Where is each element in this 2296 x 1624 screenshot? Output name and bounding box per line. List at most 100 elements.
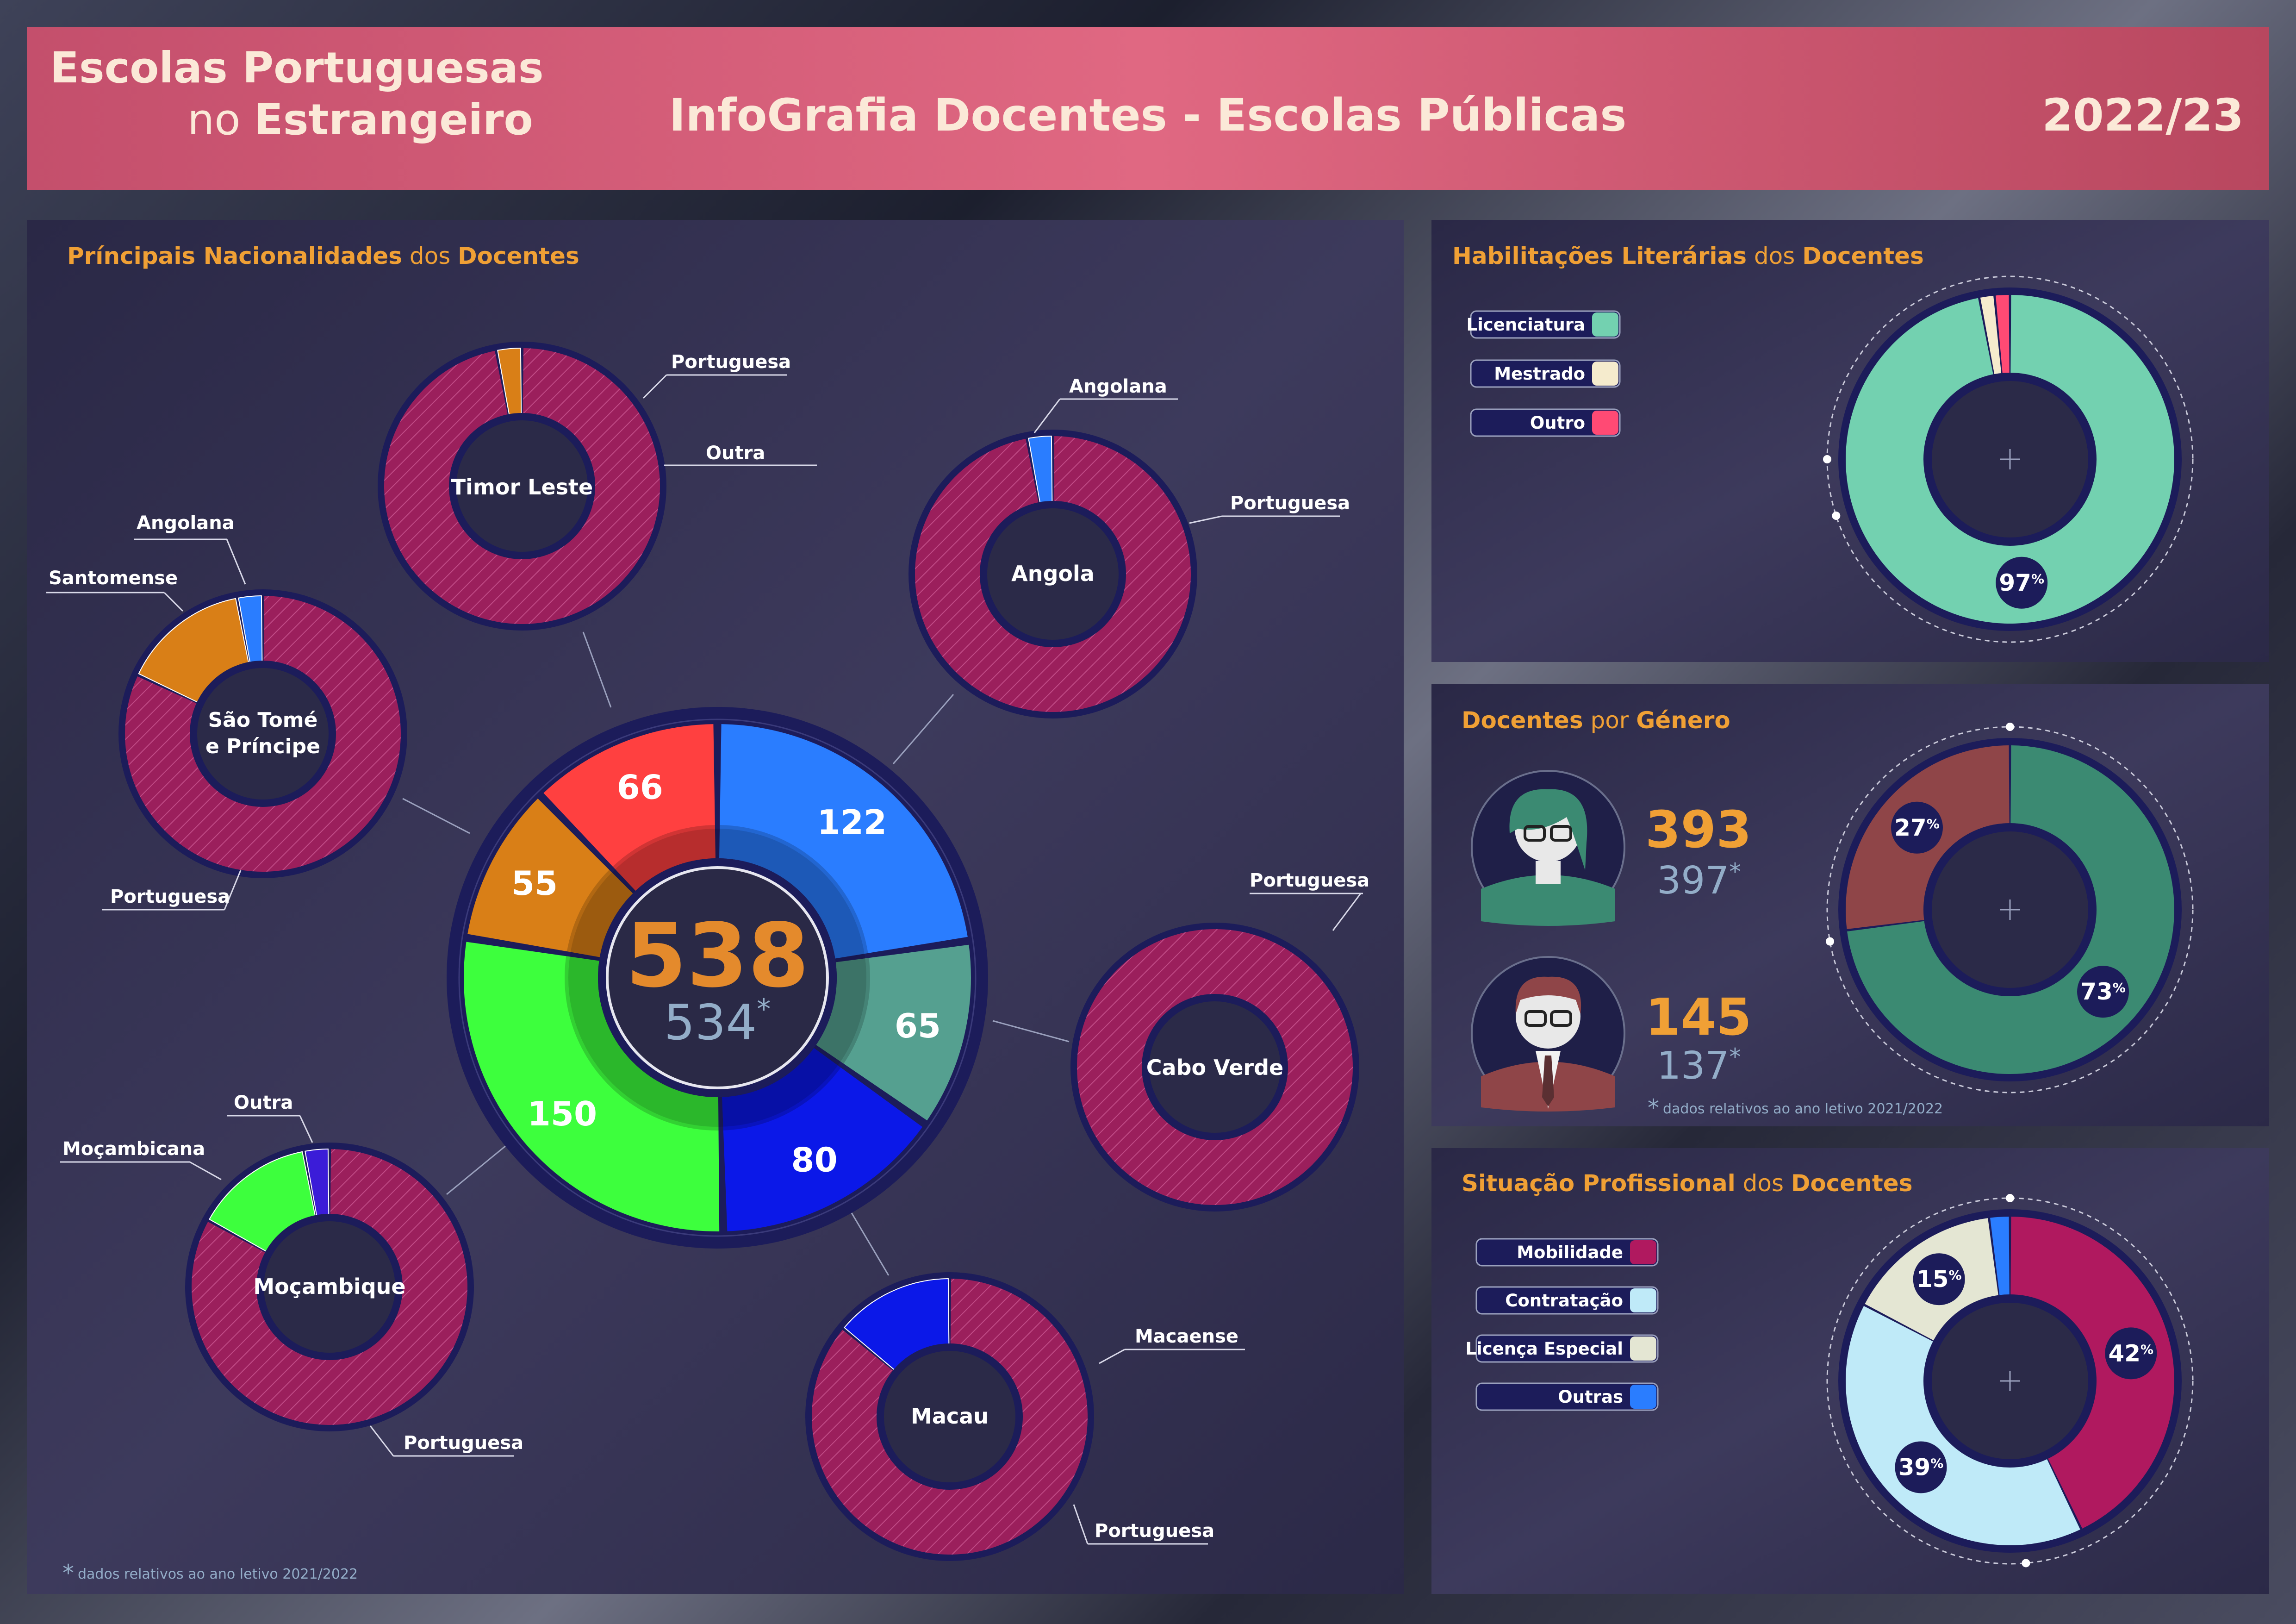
- callout-mocambique-outra: Outra: [227, 1092, 313, 1143]
- mocambique-donut: Moçambique: [185, 1143, 474, 1431]
- svg-text:Angolana: Angolana: [137, 512, 235, 534]
- gender-footnote: * dados relativos ao ano letivo 2021/2022: [1648, 1094, 1943, 1121]
- org-name-line2: no Estrangeiro: [187, 95, 533, 144]
- hub-label-angola: 122: [817, 803, 887, 842]
- male-avatar-face: [1516, 984, 1580, 1049]
- hub-slice-shade-cabo-verde: [816, 958, 870, 1064]
- qualifications-legend-swatch-outro: [1592, 411, 1618, 435]
- qualifications-legend-pill-licenciatura: [1470, 310, 1621, 339]
- professional-label-badge-mobilidade: [2105, 1327, 2157, 1380]
- cabo-verde-slice-portuguesa: [1077, 929, 1353, 1205]
- school-year: 2022/23: [2042, 89, 2244, 141]
- qualifications-legend-swatch-mestrado: [1592, 362, 1618, 386]
- qualifications-legend-label-mestrado: Mestrado: [1494, 364, 1585, 384]
- cabo-verde-title: Cabo Verde: [1146, 1055, 1283, 1080]
- hub-label-macau: 80: [791, 1141, 838, 1180]
- qualifications-legend-label-licenciatura: Licenciatura: [1467, 315, 1585, 335]
- qualifications-title: Habilitações Literárias dos Docentes: [1452, 243, 1924, 269]
- sao-tome-slice-portuguesa: [125, 596, 401, 872]
- qualifications-marker-dot-0: [1823, 455, 1831, 463]
- male-avatar: [1471, 956, 1625, 1112]
- gender-chart: 73% 27%: [1826, 723, 2194, 1093]
- callout-timor-portuguesa: Portuguesa: [642, 351, 791, 399]
- nationalities-footnote: * dados relativos ao ano letivo 2021/2022: [62, 1560, 358, 1587]
- connector-mocambique: [446, 1140, 512, 1195]
- hub-slice-shade-timor-leste: [612, 825, 716, 891]
- qualifications-label-licenciatura: 97%: [1999, 569, 2044, 596]
- professional-legend-swatch-mobilidade: [1630, 1240, 1656, 1264]
- hub-label-timor-leste: 66: [617, 768, 663, 807]
- connector-caboverde: [992, 1020, 1070, 1043]
- hub-slice-mocambique: [464, 942, 720, 1231]
- hub-label-mocambique: 150: [528, 1094, 597, 1133]
- qualifications-slice-mestrado: [1980, 295, 2002, 378]
- connector-lines: [402, 631, 1070, 1276]
- callout-angola-angolana: Angolana: [1033, 376, 1178, 433]
- qualifications-slice-outro: [1996, 295, 2010, 377]
- hub-slice-shade-macau: [722, 1048, 841, 1131]
- macau-title: Macau: [911, 1404, 989, 1429]
- professional-legend-swatch-licenca-especial: [1630, 1337, 1656, 1361]
- callout-mocambique-mocambicana: Moçambicana: [60, 1138, 222, 1181]
- qualifications-marker-dot-1: [1832, 512, 1841, 520]
- qualifications-legend-pill-mestrado: [1470, 359, 1621, 388]
- professional-legend-pill-mobilidade: [1475, 1238, 1659, 1267]
- svg-text:Portuguesa: Portuguesa: [404, 1432, 523, 1454]
- professional-legend-label-outras: Outras: [1558, 1387, 1623, 1407]
- hub-outer-ring-line: [458, 718, 977, 1237]
- professional-label-badge-licenca-especial: [1913, 1253, 1965, 1305]
- angola-donut: Angola: [908, 430, 1197, 718]
- svg-text:Santomense: Santomense: [49, 568, 178, 589]
- hub-slice-angola: [719, 724, 968, 959]
- callout-macau-macaense: Macaense: [1099, 1326, 1245, 1364]
- cabo-verde-donut-center: [1142, 994, 1288, 1140]
- callout-saotome-angolana: Angolana: [134, 512, 246, 585]
- timor-leste-donut: Timor Leste: [378, 342, 666, 631]
- hub-slice-sao-tome-e-principe: [467, 798, 633, 957]
- macau-donut-center: [877, 1343, 1023, 1490]
- org-name-line2-bold: Estrangeiro: [254, 95, 533, 144]
- gender-title: Docentes por Género: [1462, 707, 1730, 734]
- professional-legend-pill-licenca-especial: [1475, 1334, 1659, 1363]
- hub-center: [606, 866, 829, 1089]
- male-avatar-hair: [1515, 976, 1581, 1014]
- connector-saotome: [402, 798, 470, 834]
- gender-label-badge-masculino: [1891, 801, 1943, 854]
- org-name-line1: Escolas Portuguesas: [50, 43, 544, 93]
- hub-label-cabo-verde: 65: [895, 1006, 941, 1045]
- connector-angola: [892, 694, 954, 764]
- angola-slice-portuguesa: [915, 436, 1191, 712]
- svg-text:Portuguesa: Portuguesa: [1230, 493, 1350, 514]
- professional-legend-item-mobilidade: Mobilidade: [1475, 1238, 1659, 1267]
- professional-label-badge-contratacao: [1895, 1441, 1947, 1493]
- female-avatar-glasses-right: [1550, 825, 1572, 842]
- qualifications-legend-label-outro: Outro: [1530, 413, 1585, 433]
- macau-slice-portuguesa: [811, 1279, 1088, 1555]
- hub-slice-cabo-verde: [816, 944, 971, 1121]
- svg-text:Outra: Outra: [706, 443, 765, 464]
- female-avatar-glasses-left: [1524, 825, 1546, 842]
- qualifications-slice-licenciatura: [1845, 295, 2174, 624]
- callout-caboverde-portuguesa: Portuguesa: [1250, 870, 1369, 931]
- callout-timor-outra: Outra: [664, 443, 817, 466]
- page-title: InfoGrafia Docentes - Escolas Públicas: [669, 89, 1627, 141]
- professional-legend-label-mobilidade: Mobilidade: [1517, 1243, 1623, 1262]
- cabo-verde-donut: Cabo Verde: [1070, 923, 1359, 1212]
- sao-tome-title-line2: e Príncipe: [205, 735, 320, 758]
- hub-slice-timor-leste: [543, 724, 716, 891]
- qualifications-legend: Licenciatura Mestrado Outro: [1467, 310, 1621, 437]
- gender-marker-dot-1: [1826, 937, 1835, 946]
- callout-mocambique-portuguesa: Portuguesa: [369, 1425, 523, 1457]
- header-background: [27, 27, 2269, 190]
- hub-slice-shade-angola: [719, 825, 868, 959]
- timor-leste-slice-portuguesa: [384, 348, 660, 624]
- professional-legend-item-contratacao: Contratação: [1475, 1286, 1659, 1315]
- professional-dashed-ring: [1826, 1197, 2194, 1565]
- timor-leste-donut-center: [449, 413, 595, 559]
- total-by-country-chart: 122 65 80 150 55 66 538 534*: [447, 707, 988, 1249]
- professional-legend-pill-outras: [1475, 1382, 1659, 1411]
- professional-legend: Mobilidade Contratação Licença Especial Out…: [1465, 1238, 1659, 1411]
- callout-macau-portuguesa: Portuguesa: [1073, 1504, 1214, 1545]
- angola-donut-center: [980, 501, 1126, 647]
